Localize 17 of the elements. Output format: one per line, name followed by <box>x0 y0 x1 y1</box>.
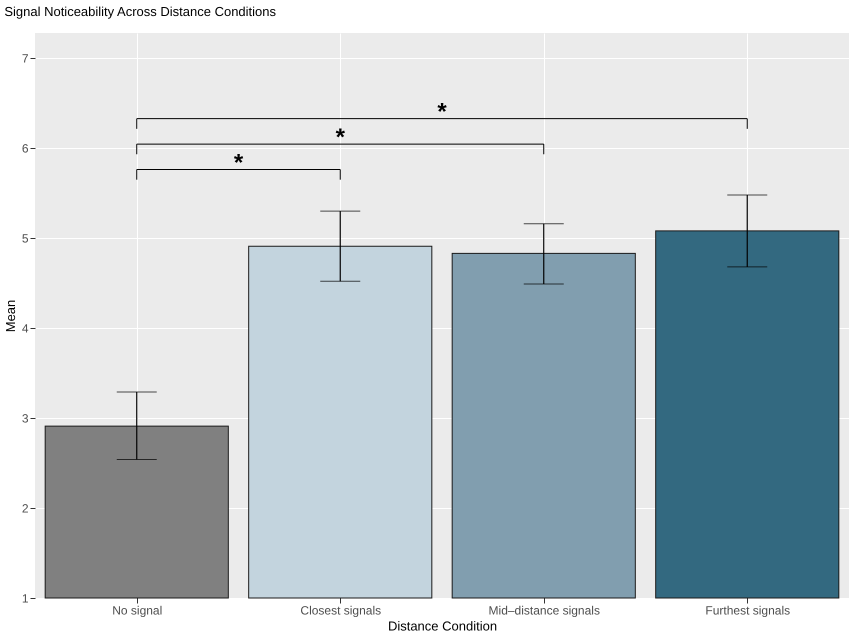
y-axis-title: Mean <box>2 300 18 332</box>
y-tick-label: 5 <box>22 232 29 246</box>
y-tick-label: 6 <box>22 142 29 156</box>
x-tick-label: No signal <box>112 604 162 618</box>
y-tick-label: 2 <box>22 502 29 516</box>
y-tick-label: 4 <box>22 322 29 336</box>
y-tick-label: 3 <box>22 412 29 426</box>
x-tick-label: Mid–distance signals <box>488 604 600 618</box>
x-tick-label: Closest signals <box>300 604 382 618</box>
chart-title: Signal Noticeability Across Distance Conditions <box>4 4 277 19</box>
x-axis-title: Distance Condition <box>388 618 498 634</box>
annotation: * <box>234 150 244 177</box>
y-tick-label: 7 <box>22 52 29 66</box>
annotation: * <box>336 124 346 152</box>
y-tick-label: 1 <box>22 592 29 606</box>
x-tick-label: Furthest signals <box>705 604 790 618</box>
annotation: * <box>437 98 448 126</box>
